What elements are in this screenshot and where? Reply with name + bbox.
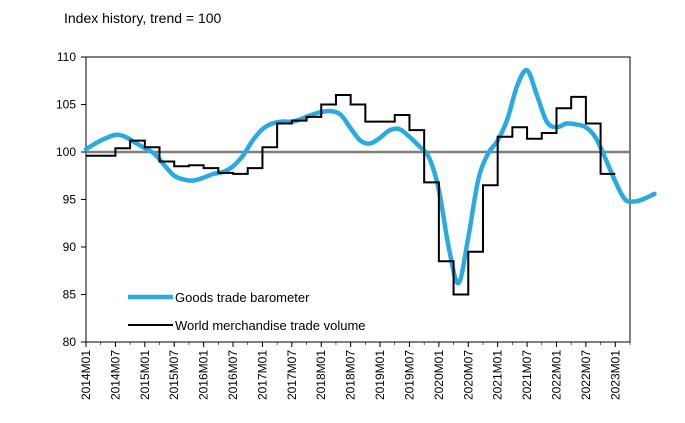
- x-tick-label: 2019M07: [402, 350, 416, 400]
- x-tick-label: 2016M07: [226, 350, 240, 400]
- series-line-world-merchandise-trade-volume: [86, 94, 616, 296]
- y-tick-label: 110: [57, 50, 76, 64]
- x-tick-label: 2016M01: [197, 350, 211, 400]
- x-tick-label: 2019M01: [373, 350, 387, 400]
- legend: Goods trade barometer World merchandise t…: [128, 290, 366, 333]
- y-tick-label: 100: [56, 145, 76, 159]
- x-tick-label: 2020M01: [432, 350, 446, 400]
- x-tick-label: 2015M07: [167, 350, 181, 400]
- x-tick-label: 2017M01: [255, 350, 269, 400]
- x-tick-label: 2017M07: [285, 350, 299, 400]
- legend-label: World merchandise trade volume: [175, 318, 366, 333]
- x-tick-label: 2014M07: [108, 350, 122, 400]
- x-tick-label: 2018M07: [344, 350, 358, 400]
- y-tick-label: 90: [63, 240, 77, 254]
- y-tick-label: 95: [63, 193, 77, 207]
- y-tick-label: 105: [56, 98, 76, 112]
- x-tick-label: 2021M07: [520, 350, 534, 400]
- x-tick-label: 2023M01: [608, 350, 622, 400]
- x-tick-label: 2018M01: [314, 350, 328, 400]
- x-tick-label: 2014M01: [79, 350, 93, 400]
- y-tick-label: 80: [63, 335, 77, 349]
- x-tick-label: 2022M07: [579, 350, 593, 400]
- series-line-goods-trade-barometer: [83, 67, 657, 286]
- x-tick-label: 2021M01: [491, 350, 505, 400]
- x-tick-label: 2020M07: [461, 350, 475, 400]
- y-tick-label: 85: [63, 288, 77, 302]
- chart-title: Index history, trend = 100: [64, 10, 222, 26]
- x-axis: 2014M01 2014M07 2015M01 2015M07 2016M01 2016M…: [79, 342, 631, 400]
- series-layer: [83, 67, 657, 296]
- x-tick-label: 2015M01: [138, 350, 152, 400]
- legend-label: Goods trade barometer: [175, 290, 310, 305]
- x-tick-label: 2022M01: [549, 350, 563, 400]
